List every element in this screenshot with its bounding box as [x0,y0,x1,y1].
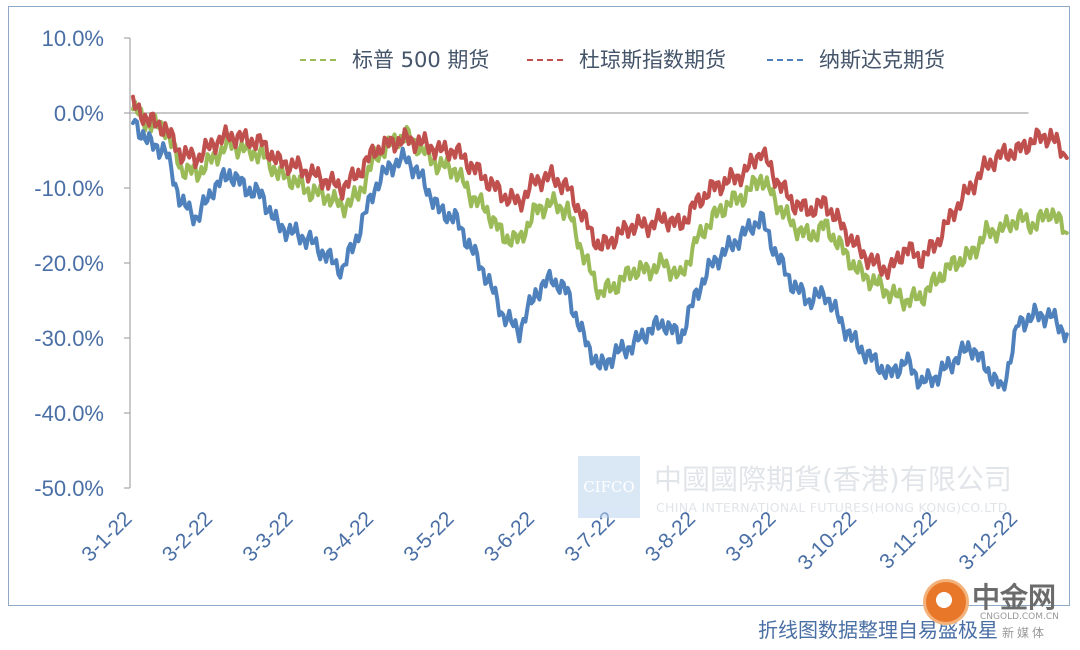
x-tick-label: 3-3-22 [238,507,297,566]
source-note: 折线图数据整理自易盛极星 [758,618,998,642]
cifco-watermark: CIFCO 中國國際期貨(香港)有限公司 CHINA INTERNATIONAL… [578,456,1028,526]
y-tick-label: -40.0% [34,401,104,426]
legend-label: 纳斯达克期货 [819,48,945,72]
chart-frame [8,6,1070,606]
legend: 标普 500 期货 杜琼斯指数期货 纳斯达克期货 [300,48,945,72]
x-tick-label: 3-1-22 [77,507,136,566]
series-line-0 [131,99,1069,312]
x-tick-label: 3-6-22 [480,507,539,566]
y-tick-label: -30.0% [34,326,104,351]
cifco-logo-box [578,456,640,518]
y-tick-label: -20.0% [34,251,104,276]
y-tick-label: -50.0% [34,476,104,501]
y-tick-label: 0.0% [54,101,104,126]
x-tick-label: 3-4-22 [319,507,378,566]
cngold-logo-url: CNGOLD.COM.CN [980,612,1059,622]
watermark-company-en: CHINA INTERNATIONAL FUTURES(HONG KONG)CO… [656,500,1012,515]
x-tick-label: 3-2-22 [158,507,217,566]
legend-label: 标普 500 期货 [352,48,489,72]
y-tick-label: 10.0% [42,26,104,51]
cngold-logo-dot [936,592,952,608]
watermark-company-cn: 中國國際期貨(香港)有限公司 [654,463,1012,496]
series-line-1 [131,94,1069,280]
cngold-logo-tagline: 新媒体 [1002,626,1048,640]
y-tick-label: -10.0% [34,176,104,201]
y-axis: 10.0% 0.0% -10.0% -20.0% -30.0% -40.0% -50.0% [34,26,131,501]
series-line-2 [131,117,1069,392]
cngold-logo-name: 中金网 [972,581,1057,614]
cifco-logo-text: CIFCO [583,478,635,496]
legend-label: 杜琼斯指数期货 [579,48,726,72]
series-lines [131,94,1069,392]
x-tick-label: 3-5-22 [399,507,458,566]
cngold-logo: 中金网 CNGOLD.COM.CN 新媒体 [920,574,1070,644]
